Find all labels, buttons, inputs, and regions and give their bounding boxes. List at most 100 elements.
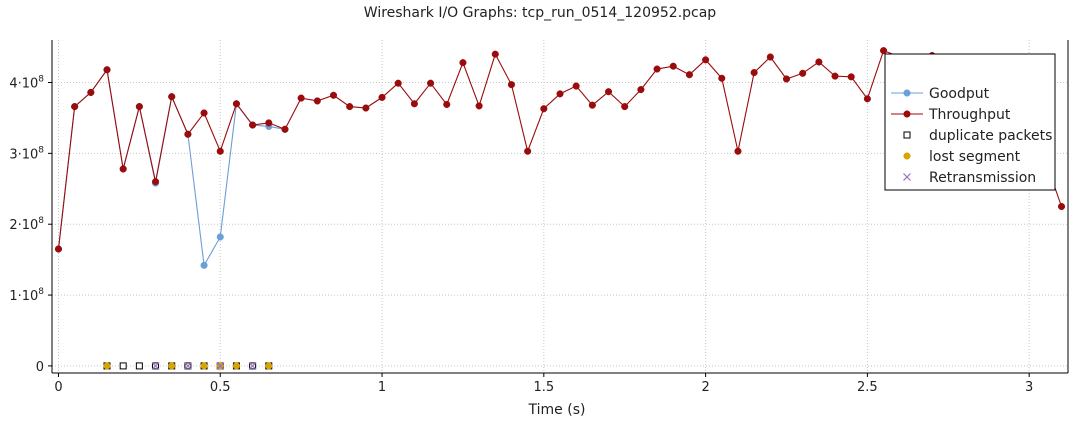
legend-box	[884, 53, 1056, 191]
y-tick-label: 0	[36, 360, 44, 375]
legend-label: Retransmission	[929, 170, 1036, 186]
legend-label: duplicate packets	[929, 128, 1052, 144]
lost-segment-point	[103, 362, 111, 370]
throughput-point	[87, 88, 95, 96]
retransmission-point	[248, 361, 257, 370]
x-tick-label: 1	[378, 380, 386, 395]
throughput-point	[443, 100, 451, 109]
throughput-point	[766, 53, 774, 61]
throughput-point	[734, 147, 742, 155]
lost-segment-point	[168, 362, 176, 370]
throughput-point	[475, 102, 483, 110]
throughput-point	[346, 103, 354, 111]
throughput-point	[863, 95, 871, 103]
y-tick-label: 4·108	[9, 75, 44, 92]
throughput-point	[265, 119, 273, 127]
throughput-point	[637, 86, 645, 94]
legend-swatch-marker	[903, 152, 911, 160]
cross-stroke	[216, 361, 225, 370]
throughput-point	[750, 69, 758, 77]
throughput-point	[119, 165, 127, 173]
throughput-point	[524, 147, 532, 155]
throughput-point	[669, 62, 677, 70]
cross-stroke	[183, 361, 192, 370]
x-axis-ticks: 0 0.5 1 1.5 2 2.5 3	[54, 373, 1033, 395]
legend-label: lost segment	[929, 149, 1021, 165]
legend: Goodput Throughput duplicate packets lost s…	[884, 53, 1056, 191]
throughput-point	[718, 74, 726, 82]
legend-item-retransmission: Retransmission	[903, 170, 1036, 186]
throughput-point	[540, 105, 548, 113]
throughput-point	[604, 88, 613, 96]
x-tick-label: 2	[701, 380, 709, 395]
throughput-point	[362, 104, 370, 112]
y-tick-label: 3·108	[9, 145, 44, 162]
legend-item-lost-segment: lost segment	[903, 149, 1021, 165]
throughput-point	[249, 121, 257, 129]
throughput-point	[847, 73, 855, 81]
throughput-point	[685, 71, 693, 79]
legend-item-duplicate-packets: duplicate packets	[903, 128, 1052, 144]
throughput-point	[880, 47, 888, 55]
duplicate-packets-point	[119, 362, 127, 370]
throughput-point	[1057, 202, 1066, 211]
throughput-point	[588, 101, 596, 109]
x-tick-label: 1.5	[533, 380, 554, 395]
series-layer	[54, 47, 1066, 370]
axes	[51, 40, 1069, 374]
throughput-point	[184, 130, 192, 138]
goodput-point	[200, 261, 208, 269]
throughput-point	[653, 65, 661, 73]
cross-stroke	[151, 361, 160, 370]
throughput-point	[394, 79, 402, 87]
cross-stroke	[248, 361, 257, 370]
legend-label: Goodput	[929, 86, 990, 102]
throughput-point	[135, 103, 143, 111]
x-tick-label: 3	[1025, 380, 1033, 395]
throughput-point	[427, 79, 435, 87]
throughput-point	[200, 109, 208, 117]
throughput-point	[491, 50, 499, 58]
legend-swatch-marker	[903, 89, 911, 97]
y-tick-label: 1·108	[9, 287, 44, 304]
throughput-point	[216, 147, 224, 155]
y-axis-ticks: 0 1·108 2·108 3·108 4·108	[9, 75, 52, 375]
throughput-point	[103, 66, 111, 74]
throughput-point	[702, 56, 710, 64]
chart-title: Wireshark I/O Graphs: tcp_run_0514_12095…	[364, 5, 717, 21]
throughput-point	[168, 93, 176, 101]
legend-swatch-marker	[903, 131, 911, 139]
legend-swatch-marker	[903, 110, 911, 118]
throughput-point	[782, 75, 791, 83]
duplicate-packets-point	[135, 362, 143, 370]
lost-segment-point	[265, 362, 273, 370]
throughput-point	[297, 94, 305, 102]
x-tick-label: 2.5	[857, 380, 878, 395]
throughput-point	[232, 100, 240, 108]
x-tick-label: 0.5	[210, 380, 231, 395]
y-tick-label: 2·108	[9, 216, 44, 233]
throughput-point	[313, 97, 321, 105]
throughput-point	[151, 178, 160, 186]
x-tick-label: 0	[54, 380, 62, 395]
lost-segment-point	[232, 362, 240, 370]
goodput-point	[216, 233, 224, 241]
legend-item-goodput: Goodput	[891, 86, 990, 102]
throughput-point	[71, 103, 79, 111]
throughput-point	[621, 103, 629, 111]
x-axis-label: Time (s)	[528, 402, 586, 418]
series-retransmission	[151, 361, 257, 370]
throughput-point	[507, 81, 516, 89]
retransmission-point	[216, 361, 225, 370]
throughput-point	[410, 100, 418, 108]
retransmission-point	[151, 361, 160, 370]
throughput-point	[378, 93, 386, 101]
throughput-point	[459, 59, 467, 67]
legend-swatch-marker	[903, 173, 911, 181]
legend-item-throughput: Throughput	[891, 107, 1011, 123]
lost-segment-point	[200, 362, 208, 370]
throughput-point	[281, 125, 289, 133]
retransmission-point	[183, 361, 192, 370]
legend-label: Throughput	[928, 107, 1011, 123]
